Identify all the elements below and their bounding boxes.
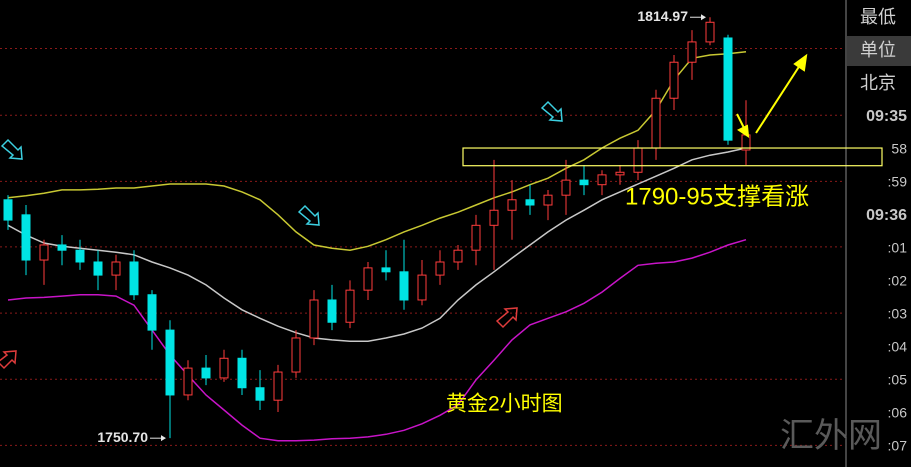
candle-body bbox=[39, 244, 49, 261]
side-label: :03 bbox=[888, 306, 908, 322]
side-label: 09:35 bbox=[866, 108, 907, 125]
candle-body bbox=[57, 244, 67, 251]
side-label: 58 bbox=[891, 141, 907, 157]
support-zone bbox=[462, 147, 883, 167]
arrow-line bbox=[736, 113, 745, 129]
side-label: :07 bbox=[888, 438, 908, 454]
candle-body bbox=[201, 367, 211, 379]
annotation: 黄金2小时图 bbox=[446, 393, 563, 416]
candle-body bbox=[669, 61, 679, 99]
candle-body bbox=[615, 171, 625, 176]
side-label: 最低 bbox=[860, 7, 896, 27]
candle-body bbox=[633, 147, 643, 173]
candle-body bbox=[579, 179, 589, 186]
yellow-arrows bbox=[736, 53, 808, 139]
label-arrow-head bbox=[701, 14, 706, 21]
candle-body bbox=[21, 214, 31, 261]
candle-body bbox=[183, 367, 193, 396]
candle-body bbox=[147, 294, 157, 331]
candle-body bbox=[705, 21, 715, 43]
candle-body bbox=[381, 267, 391, 273]
side-label: :06 bbox=[888, 405, 908, 421]
candle-body bbox=[399, 271, 409, 301]
band-line bbox=[7, 147, 747, 342]
side-highlight bbox=[847, 36, 911, 66]
side-label: 北京 bbox=[860, 73, 896, 93]
watermark: 汇外网 bbox=[780, 417, 882, 455]
candle-body bbox=[129, 261, 139, 296]
annotation: 1790-95支撑看涨 bbox=[625, 183, 809, 210]
candle-body bbox=[435, 261, 445, 276]
candle-body bbox=[507, 199, 517, 211]
candle-body bbox=[93, 261, 103, 276]
high-label: 1814.97 bbox=[637, 8, 688, 24]
arrow-head bbox=[737, 124, 750, 139]
side-label: :01 bbox=[888, 240, 908, 256]
candle-body bbox=[309, 299, 319, 339]
candle-body bbox=[363, 267, 373, 291]
candle-body bbox=[327, 299, 337, 323]
candle-body bbox=[417, 274, 427, 301]
low-label: 1750.70 bbox=[97, 429, 148, 445]
side-label: :02 bbox=[888, 273, 908, 289]
candle-body bbox=[453, 249, 463, 263]
arrow-icon bbox=[0, 138, 23, 160]
candle-body bbox=[219, 357, 229, 379]
candle-body bbox=[525, 199, 535, 206]
label-arrow-head bbox=[161, 435, 166, 442]
arrow-icon bbox=[297, 204, 320, 226]
side-label: :04 bbox=[888, 339, 908, 355]
candle-body bbox=[3, 199, 13, 221]
side-label: 单位 bbox=[860, 40, 896, 60]
arrow-icon bbox=[0, 350, 17, 370]
side-label: :59 bbox=[888, 174, 908, 190]
arrow-head bbox=[793, 53, 808, 72]
candle-body bbox=[345, 289, 355, 323]
candle-body bbox=[273, 371, 283, 401]
plot: 1814.97 1750.70 bbox=[0, 8, 845, 446]
band-line bbox=[7, 238, 747, 442]
arrow-icon bbox=[495, 307, 518, 329]
candle-body bbox=[561, 179, 571, 196]
candle-body bbox=[237, 357, 247, 389]
candle-body bbox=[255, 387, 265, 401]
arrow-line bbox=[755, 61, 803, 134]
side-label: :05 bbox=[888, 372, 908, 388]
candle-body bbox=[489, 209, 499, 226]
candle-body bbox=[723, 37, 733, 141]
candle-body bbox=[687, 41, 697, 63]
candle-body bbox=[651, 97, 661, 149]
candle-body bbox=[291, 337, 301, 373]
side-label: 09:36 bbox=[866, 207, 907, 224]
arrows bbox=[0, 100, 563, 370]
candle-body bbox=[597, 174, 607, 186]
candle-body bbox=[111, 261, 121, 276]
band-line bbox=[7, 50, 747, 251]
candle-body bbox=[543, 194, 553, 206]
arrow-icon bbox=[540, 100, 563, 122]
candle-body bbox=[75, 249, 85, 263]
candle-body bbox=[471, 224, 481, 251]
candle-body bbox=[165, 329, 175, 396]
